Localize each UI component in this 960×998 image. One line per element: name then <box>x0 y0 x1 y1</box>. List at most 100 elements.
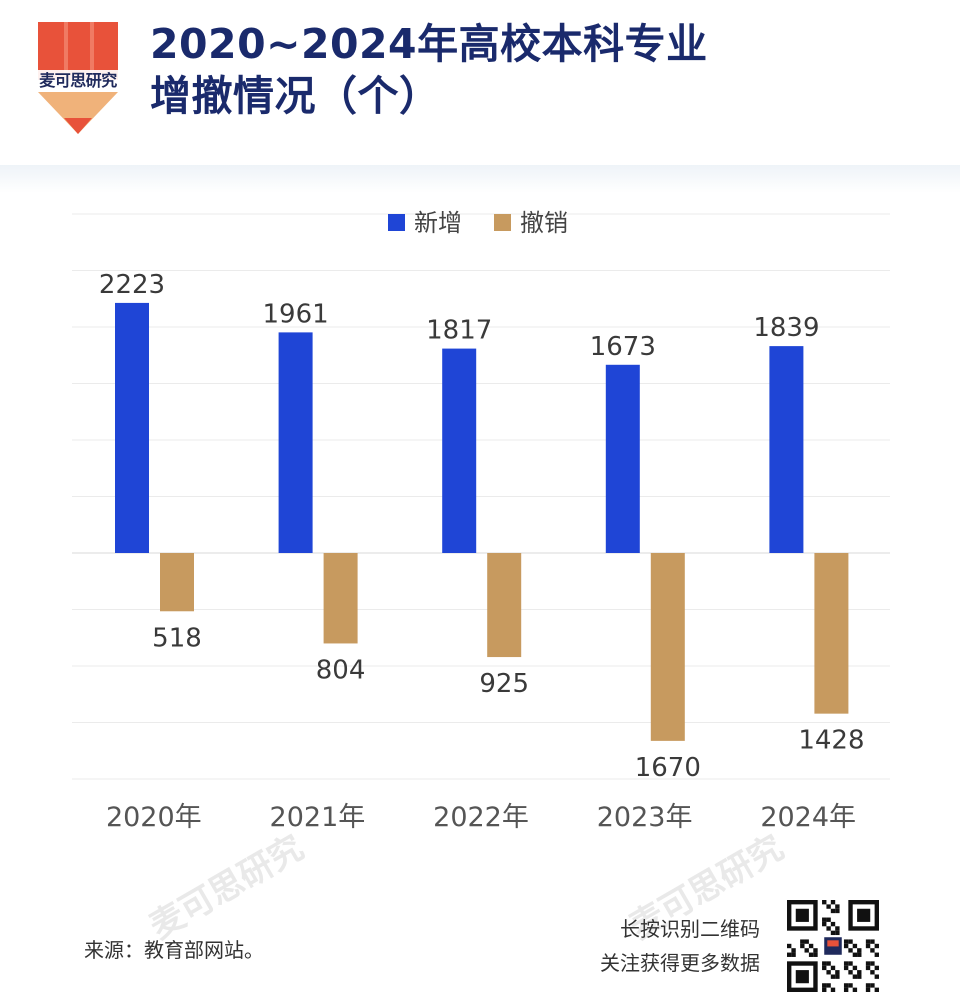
qr-module <box>787 952 792 957</box>
qr-module <box>826 926 831 931</box>
bar-新增-2023年 <box>605 364 640 553</box>
qr-module <box>874 987 879 992</box>
qr-module <box>830 974 836 979</box>
qr-module <box>822 965 827 971</box>
qr-module <box>791 948 796 953</box>
qr-module <box>852 952 858 957</box>
qr-module <box>791 952 796 957</box>
bar-新增-2021年 <box>278 332 313 553</box>
qr-module <box>852 965 858 971</box>
qr-module <box>874 974 879 979</box>
qr-module <box>857 948 862 953</box>
source-note: 来源：教育部网站。 <box>84 938 264 962</box>
qr-module <box>843 965 849 971</box>
qr-module <box>848 939 853 944</box>
qr-module <box>830 921 836 927</box>
qr-finder <box>795 908 809 922</box>
data-label: 925 <box>479 669 529 699</box>
data-label: 518 <box>152 623 202 653</box>
qr-module <box>835 970 840 975</box>
bar-新增-2022年 <box>442 348 477 553</box>
qr-module <box>857 970 862 975</box>
title-line-1: 2020~2024年高校本科专业 <box>150 20 708 68</box>
qr-module <box>843 939 849 944</box>
qr-module <box>830 930 836 936</box>
qr-module <box>804 948 809 953</box>
qr-module <box>870 970 875 975</box>
header: 麦可思研究 2020~2024年高校本科专业 增撤情况（个） <box>0 0 960 165</box>
qr-module <box>857 952 862 957</box>
qr-module <box>843 943 849 949</box>
qr-caption-line-2: 关注获得更多数据 <box>600 951 760 975</box>
qr-module <box>843 987 849 992</box>
x-tick-label: 2024年 <box>760 802 856 833</box>
qr-module <box>857 974 862 979</box>
header-divider <box>0 165 960 193</box>
qr-module <box>787 943 792 949</box>
bar-撤销-2022年 <box>487 553 522 658</box>
qr-module <box>822 917 827 922</box>
data-label: 1673 <box>590 332 656 362</box>
qr-module <box>843 983 849 988</box>
qr-module <box>822 921 827 927</box>
qr-module <box>826 970 831 975</box>
qr-module <box>835 974 840 979</box>
qr-module <box>870 961 875 966</box>
legend-swatch-2 <box>494 214 511 231</box>
qr-module <box>848 983 853 988</box>
data-label: 1961 <box>263 299 329 329</box>
qr-module <box>822 983 827 988</box>
brand-logo: 麦可思研究 <box>28 22 128 134</box>
data-label: 1817 <box>426 316 492 346</box>
qr-module <box>852 943 858 949</box>
qr-module <box>813 952 818 957</box>
qr-module <box>852 974 858 979</box>
qr-module <box>852 987 858 992</box>
bar-撤销-2023年 <box>650 553 685 741</box>
qr-module <box>830 965 836 971</box>
bar-chart: 新增 撤销 2223 518 2020年 1961 804 2021年 1817 925 2022年… <box>72 209 890 833</box>
bar-新增-2020年 <box>115 302 149 553</box>
qr-module <box>870 983 875 988</box>
qr-module <box>822 961 827 966</box>
qr-module <box>826 904 831 909</box>
qr-module <box>870 948 875 953</box>
bar-撤销-2024年 <box>814 553 849 714</box>
qr-module <box>800 939 805 944</box>
qr-module <box>874 952 879 957</box>
data-label: 1839 <box>753 313 819 343</box>
qr-finder <box>795 970 809 984</box>
qr-code[interactable] <box>787 900 879 992</box>
x-tick-label: 2020年 <box>106 802 202 833</box>
qr-module <box>835 930 840 936</box>
bar-新增-2024年 <box>769 346 804 553</box>
qr-module <box>865 939 871 944</box>
data-label: 804 <box>316 655 366 685</box>
data-label: 1428 <box>798 726 864 756</box>
qr-module <box>830 900 836 905</box>
x-tick-label: 2023年 <box>597 802 693 833</box>
qr-module <box>865 961 871 966</box>
x-tick-label: 2022年 <box>433 802 529 833</box>
qr-caption-line-1: 长按识别二维码 <box>620 917 760 941</box>
qr-module <box>826 983 831 988</box>
qr-module <box>800 943 805 949</box>
qr-logo <box>827 940 839 947</box>
qr-caption: 长按识别二维码 关注获得更多数据 <box>560 912 760 980</box>
qr-module <box>830 908 836 914</box>
qr-module <box>848 948 853 953</box>
qr-module <box>865 987 871 992</box>
qr-module <box>826 917 831 922</box>
qr-finder <box>857 908 871 922</box>
title-line-2: 增撤情况（个） <box>150 72 441 120</box>
qr-module <box>865 943 871 949</box>
qr-module <box>835 908 840 914</box>
bar-撤销-2021年 <box>323 553 358 644</box>
qr-module <box>874 965 879 971</box>
qr-module <box>826 961 831 966</box>
qr-module <box>835 926 840 931</box>
legend-label-1: 新增 <box>414 209 462 237</box>
brand-name: 麦可思研究 <box>28 70 128 92</box>
qr-module <box>808 943 814 949</box>
qr-module <box>874 943 879 949</box>
